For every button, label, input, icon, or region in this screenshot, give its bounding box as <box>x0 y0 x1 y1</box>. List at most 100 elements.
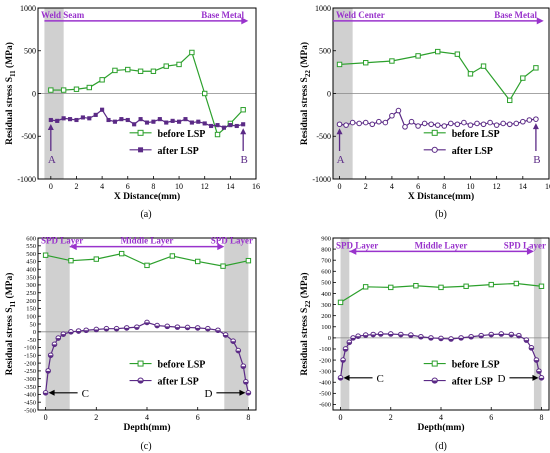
marker-label: D <box>204 388 212 400</box>
y-tick-label: -1000 <box>17 175 36 184</box>
x-tick-label: 8 <box>246 413 250 422</box>
data-point <box>118 250 125 257</box>
y-tick-label: -500 <box>24 407 36 414</box>
data-point <box>215 123 220 128</box>
y-tick-label: -300 <box>319 368 331 375</box>
legend-label: after LSP <box>158 146 199 157</box>
y-tick-label: 450 <box>26 259 36 266</box>
data-point-fill <box>205 328 211 331</box>
panel-caption: (b) <box>435 209 447 220</box>
y-tick-label: 500 <box>26 251 36 258</box>
data-point <box>356 120 362 127</box>
data-point <box>428 121 434 128</box>
panel-b: -1000 -500 0 500 1000 0 2 4 6 8 10 12 14 16 X Distance… <box>299 4 550 220</box>
y-tick-label: -200 <box>319 357 331 364</box>
data-point <box>119 117 124 122</box>
data-point <box>382 119 389 126</box>
data-point-fill <box>144 322 150 325</box>
data-point-fill <box>175 327 180 330</box>
data-point-fill <box>114 328 119 331</box>
legend-marker-fill <box>432 380 438 384</box>
data-point <box>388 284 394 291</box>
data-point <box>132 122 137 127</box>
data-point <box>241 122 246 127</box>
panel-a: -1000 -500 0 500 1000 0 2 4 6 8 10 12 14 16 X Distance… <box>4 4 260 220</box>
x-tick-label: 4 <box>100 182 104 191</box>
data-point-fill <box>529 347 534 351</box>
region-label: SPD Layer <box>504 240 546 250</box>
data-point <box>520 118 526 125</box>
data-point <box>376 118 382 125</box>
data-point-fill <box>55 338 61 341</box>
data-point-fill <box>524 340 529 343</box>
data-point-fill <box>468 336 474 340</box>
region-arrow-head <box>217 243 225 251</box>
data-point <box>362 119 369 126</box>
data-point <box>125 117 130 123</box>
y-tick-label: 0 <box>32 89 36 98</box>
x-tick-label: 4 <box>145 413 149 422</box>
marker-label: C <box>82 388 89 400</box>
data-point <box>467 122 474 128</box>
x-tick-label: 16 <box>545 182 550 191</box>
panel-d: -600 -500 -400 -300 -200 -100 0 100 200 300 400 500… <box>299 235 550 452</box>
data-point <box>163 63 169 69</box>
x-tick-label: 16 <box>252 182 260 191</box>
x-axis-label: X Distance(mm) <box>408 191 474 202</box>
data-point <box>202 90 208 97</box>
region-arrow-head <box>69 243 77 251</box>
data-point <box>189 120 194 125</box>
region-arrow-head <box>526 247 534 255</box>
x-tick-label: 10 <box>175 182 183 191</box>
legend-label: after LSP <box>158 377 199 388</box>
x-tick-label: 0 <box>49 182 53 191</box>
data-point-fill <box>94 329 99 332</box>
y-tick-label: 200 <box>321 313 331 320</box>
y-tick-label: -350 <box>24 384 36 391</box>
data-point-fill <box>48 355 53 358</box>
data-point <box>48 117 53 123</box>
data-point-fill <box>68 331 74 335</box>
data-point-fill <box>134 327 140 330</box>
y-axis-label: Residual stress S22 (MPa) <box>299 272 312 375</box>
y-tick-label: 500 <box>24 47 36 56</box>
data-point <box>520 75 526 81</box>
series-line <box>45 321 249 393</box>
data-point <box>80 115 85 120</box>
data-point <box>395 107 402 114</box>
y-tick-label: 900 <box>321 235 331 242</box>
data-point-fill <box>516 335 522 338</box>
data-point-fill <box>43 392 48 396</box>
y-tick-label: -400 <box>319 380 331 387</box>
data-point <box>177 119 182 124</box>
data-point <box>68 117 73 122</box>
marker-arrow-head <box>336 128 343 135</box>
y-tick-label: 0 <box>328 335 331 342</box>
data-point <box>48 87 54 93</box>
data-point <box>421 120 428 127</box>
data-point <box>144 262 150 269</box>
region-arrow-head <box>536 17 544 25</box>
data-point <box>413 283 419 289</box>
data-point <box>487 119 493 126</box>
data-point <box>42 252 49 258</box>
data-point <box>349 119 356 126</box>
x-tick-label: 2 <box>389 413 393 422</box>
data-point <box>137 68 144 74</box>
y-axis-label: Residual stress S11 (MPa) <box>4 42 17 145</box>
y-tick-label: -1000 <box>312 175 331 184</box>
data-point <box>194 258 201 265</box>
data-point <box>493 122 500 128</box>
data-point <box>415 123 421 129</box>
data-point-fill <box>154 325 160 328</box>
data-point <box>362 284 369 290</box>
data-point <box>112 119 117 124</box>
marker-label: B <box>241 154 248 166</box>
data-point <box>480 121 487 128</box>
data-point-fill <box>338 377 343 381</box>
legend-marker <box>137 360 144 367</box>
data-point-fill <box>478 335 484 338</box>
data-point <box>454 121 461 128</box>
data-point-fill <box>243 381 249 385</box>
